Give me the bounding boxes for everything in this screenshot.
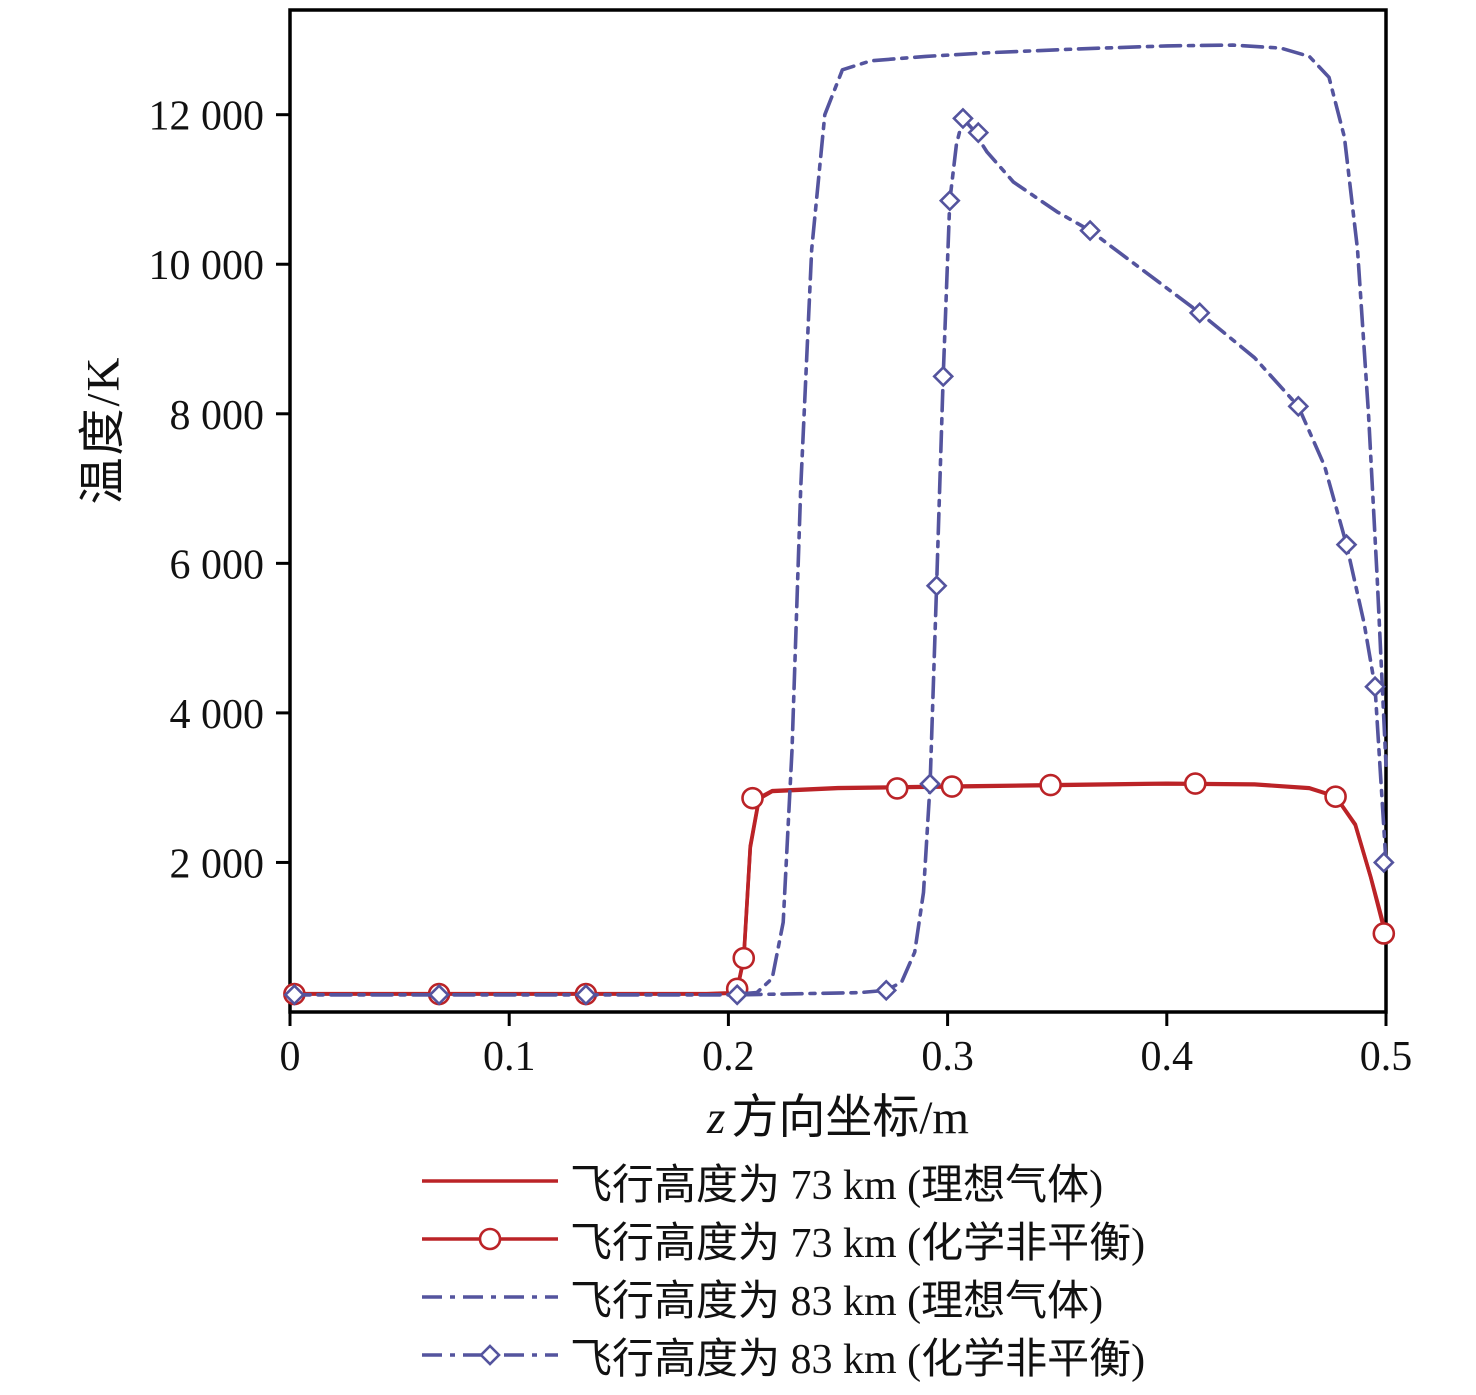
x-axis-title: z 方向坐标/m <box>707 1078 969 1147</box>
x-axis-variable: z <box>707 1092 726 1144</box>
legend-swatch-red-circle <box>422 1227 558 1251</box>
svg-text:12 000: 12 000 <box>149 94 265 140</box>
legend: 飞行高度为 73 km (理想气体) 飞行高度为 73 km (化学非平衡) 飞… <box>420 1155 1145 1383</box>
svg-text:2 000: 2 000 <box>170 841 265 887</box>
legend-swatch-red-solid <box>422 1179 558 1183</box>
legend-label: 飞行高度为 83 km (理想气体) <box>570 1278 1104 1325</box>
legend-label: 飞行高度为 73 km (理想气体) <box>570 1162 1104 1209</box>
legend-swatch-blue-diamond <box>422 1344 558 1366</box>
svg-text:0.3: 0.3 <box>921 1034 974 1080</box>
legend-label: 飞行高度为 73 km (化学非平衡) <box>570 1220 1146 1267</box>
svg-text:6 000: 6 000 <box>170 542 265 588</box>
legend-row-73km-ideal: 飞行高度为 73 km (理想气体) <box>420 1155 1145 1209</box>
legend-row-83km-ideal: 飞行高度为 83 km (理想气体) <box>420 1271 1145 1325</box>
svg-text:0.4: 0.4 <box>1141 1034 1194 1080</box>
y-axis-title: 温度/K <box>77 355 130 505</box>
legend-row-73km-noneq: 飞行高度为 73 km (化学非平衡) <box>420 1213 1145 1267</box>
legend-swatch-blue-dashdot <box>422 1295 558 1299</box>
svg-text:10 000: 10 000 <box>149 243 265 289</box>
svg-text:0.1: 0.1 <box>483 1034 536 1080</box>
svg-text:0.5: 0.5 <box>1360 1034 1413 1080</box>
plot-area: 0 0.1 0.2 0.3 0.4 0.5 2 000 4 000 6 000 8 000 10 0… <box>149 8 1413 1080</box>
legend-label: 飞行高度为 83 km (化学非平衡) <box>570 1336 1146 1383</box>
svg-text:8 000: 8 000 <box>170 393 265 439</box>
svg-text:0.2: 0.2 <box>702 1034 755 1080</box>
svg-text:4 000: 4 000 <box>170 692 265 738</box>
legend-row-83km-noneq: 飞行高度为 83 km (化学非平衡) <box>420 1329 1145 1383</box>
x-axis-title-text: 方向坐标/m <box>731 1092 969 1144</box>
svg-text:0: 0 <box>280 1034 301 1080</box>
